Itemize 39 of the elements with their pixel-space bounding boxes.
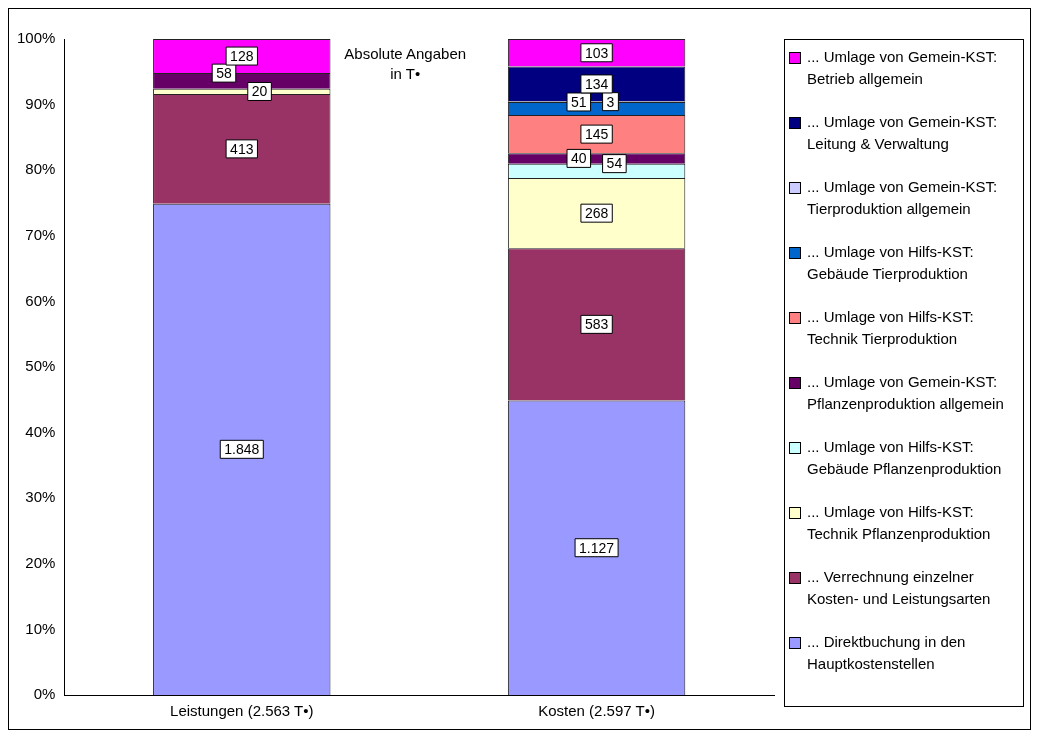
annotation: 134 [584,75,609,92]
legend-label: ... Umlage von Gemein-KST: Pflanzenproduktion allgemein [807,372,1005,414]
annotation: 103 [584,44,609,61]
legend-label: ... Umlage von Hilfs-KST: Gebäude Tierproduktion [807,242,975,284]
annotation: 583 [584,316,609,333]
legend-label: ... Umlage von Hilfs-KST: Gebäude Pflanzenproduktion [807,437,1003,479]
x-tick-label: Kosten (2.597 T•) [538,702,655,720]
annotation: 128 [230,47,254,64]
annotation: 413 [230,140,254,157]
x-tick-label: Leistungen (2.563 T•) [170,702,314,720]
legend-label: ... Umlage von Gemein-KST: Betrieb allgemein [807,47,999,89]
y-tick-label: 70% [25,225,56,243]
y-tick-label: 80% [25,160,56,178]
legend-label: ... Umlage von Gemein-KST: Leitung & Verwaltung [807,112,999,154]
annotation: 1.848 [224,441,260,458]
legend-label: ... Umlage von Hilfs-KST: Technik Pflanzenproduktion [807,502,992,544]
legend-label: ... Umlage von Hilfs-KST: Technik Tierproduktion [807,307,975,349]
annotation: 20 [251,83,268,100]
annotation: 58 [216,64,232,81]
annotation: 51 [571,93,587,110]
y-tick-label: 0% [33,685,56,703]
y-tick-label: 50% [25,357,56,375]
y-tick-label: 20% [25,553,56,571]
annotation: 40 [571,150,587,167]
annotation: Absolute Angaben in T• [344,45,467,83]
y-tick-label: 10% [25,619,56,637]
y-tick-label: 40% [25,422,56,440]
annotation: 145 [584,125,609,142]
y-tick-label: 90% [25,94,56,112]
legend-label: ... Verrechnung einzelner Kosten- und Leistungsarten [807,567,992,609]
annotation: 1.127 [579,539,615,556]
y-tick-label: 30% [25,488,56,506]
annotation: 3 [606,93,615,110]
annotation: 268 [584,205,609,222]
annotation: 54 [606,155,623,172]
legend-label: ... Umlage von Gemein-KST: Tierproduktion allgemein [807,177,999,219]
legend-label: ... Direktbuchung in den Hauptkostenstellen [807,632,967,674]
y-tick-label: 60% [25,291,56,309]
y-tick-label: 100% [16,29,56,47]
